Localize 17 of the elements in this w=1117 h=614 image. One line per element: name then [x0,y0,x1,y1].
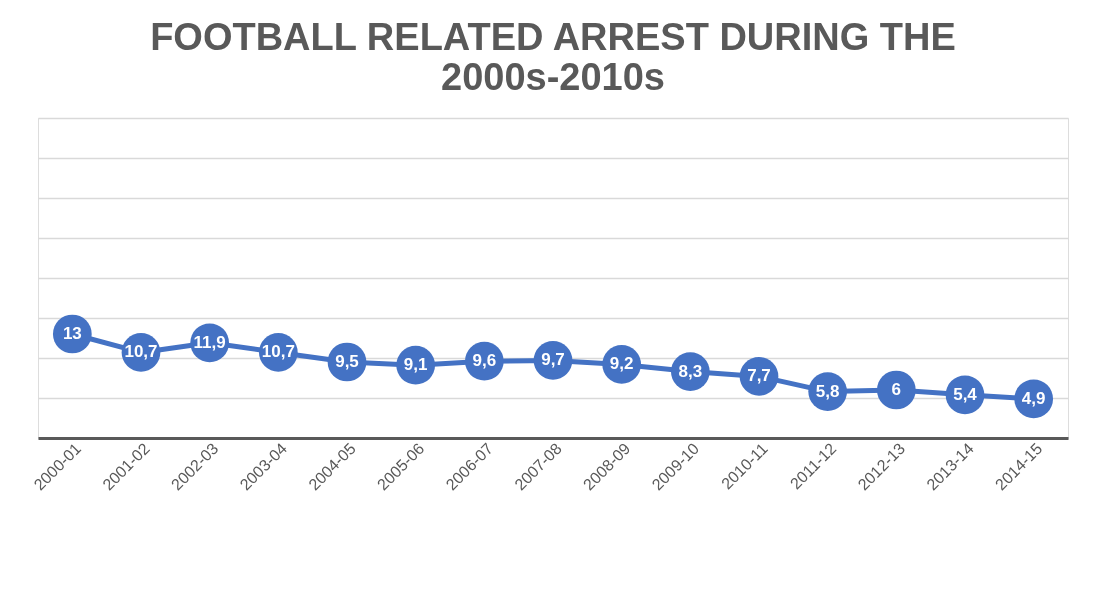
data-label: 11,9 [193,332,226,352]
data-label: 5,8 [815,381,840,401]
point [876,370,916,410]
chart-title: FOOTBALL RELATED ARREST DURING THE 2000s-2010s [150,16,956,98]
data-label: 9,5 [335,352,359,371]
data-label: 9,6 [472,351,497,371]
data-label: 9,2 [609,354,634,374]
data-label: 7,7 [747,366,771,386]
data-label: 4,9 [1021,388,1046,408]
data-label: 13 [62,324,82,343]
data-label: 10,7 [261,342,295,362]
data-label: 10,7 [124,342,158,362]
data-label: 5,4 [953,384,978,404]
data-label: 9,1 [403,355,428,375]
data-label: 6 [891,380,902,399]
data-label: 9,7 [541,350,565,370]
data-label: 8,3 [678,361,703,381]
